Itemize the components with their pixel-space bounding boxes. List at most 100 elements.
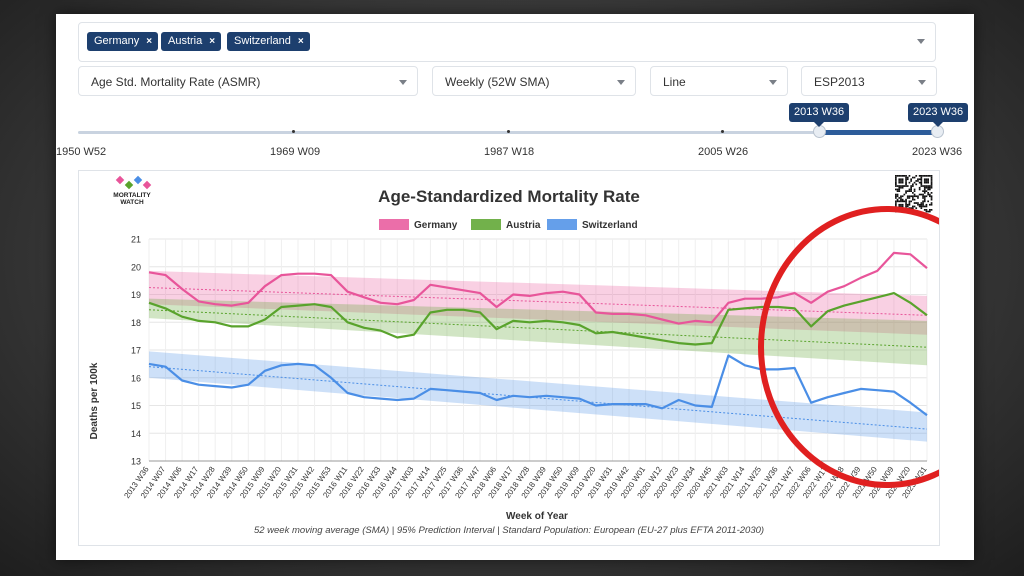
qr-module	[930, 195, 933, 198]
chip-label: Switzerland	[234, 35, 291, 47]
qr-module	[896, 200, 899, 203]
chart-title: Age-Standardized Mortality Rate	[378, 187, 640, 206]
legend-item-germany[interactable]: Germany	[379, 219, 458, 231]
series-line-switzerland[interactable]	[148, 354, 928, 417]
standard-population-select[interactable]: ESP2013	[801, 66, 937, 96]
app-panel: Germany × Austria × Switzerland × Age Std. …	[56, 14, 974, 560]
highlight-circle	[758, 206, 974, 488]
legend-label: Germany	[414, 220, 458, 231]
qr-module	[906, 197, 909, 199]
legend-item-switzerland[interactable]: Switzerland	[547, 219, 638, 231]
chip-austria[interactable]: Austria ×	[161, 32, 222, 51]
chevron-down-icon	[918, 80, 926, 85]
qr-module	[922, 202, 924, 204]
qr-module	[903, 200, 906, 203]
qr-module	[905, 181, 907, 184]
y-tick-label: 16	[131, 373, 141, 383]
qr-module	[923, 188, 926, 191]
qr-module	[913, 176, 916, 179]
qr-module	[917, 202, 919, 204]
qr-module	[920, 183, 923, 186]
qr-module	[930, 192, 933, 194]
qr-module	[910, 200, 912, 203]
qr-module	[923, 180, 926, 182]
qr-module	[903, 193, 906, 196]
qr-module	[898, 185, 901, 187]
qr-module	[898, 181, 901, 184]
qr-module	[927, 188, 929, 191]
qr-module	[929, 209, 931, 211]
qr-module	[901, 185, 904, 187]
qr-module	[908, 190, 911, 192]
qr-module	[918, 203, 921, 206]
qr-module	[930, 180, 933, 182]
period-select[interactable]: Weekly (52W SMA)	[432, 66, 636, 96]
qr-module	[917, 178, 919, 181]
qr-module	[925, 180, 928, 182]
qr-module	[898, 203, 901, 206]
y-axis: 13 14 15 16 17 18 19 20 21	[131, 235, 141, 467]
qr-module	[925, 181, 928, 184]
qr-module	[895, 195, 897, 198]
qr-module	[905, 185, 907, 187]
qr-module	[922, 190, 924, 192]
qr-module	[913, 181, 916, 184]
qr-module	[910, 207, 912, 209]
metric-select[interactable]: Age Std. Mortality Rate (ASMR)	[78, 66, 418, 96]
chip-remove-icon[interactable]: ×	[209, 36, 216, 47]
y-tick-label: 14	[131, 429, 141, 439]
legend-label: Austria	[506, 220, 541, 231]
qr-module	[920, 175, 923, 177]
y-tick-label: 18	[131, 318, 141, 328]
qr-module	[927, 192, 929, 194]
qr-module	[923, 181, 926, 184]
qr-module	[922, 195, 924, 198]
qr-module	[896, 198, 899, 201]
qr-module	[898, 180, 901, 182]
series-line-germany[interactable]	[148, 251, 928, 325]
qr-module	[913, 195, 916, 198]
qr-module	[912, 185, 914, 187]
qr-module	[898, 190, 901, 192]
date-range-slider-selection[interactable]	[820, 130, 938, 135]
qr-module	[895, 197, 897, 199]
qr-module	[905, 198, 907, 201]
chevron-down-icon	[399, 80, 407, 85]
qr-module	[895, 175, 897, 177]
x-axis-label: Week of Year	[506, 511, 568, 522]
qr-module	[896, 188, 899, 191]
qr-module	[900, 180, 902, 182]
qr-module	[895, 188, 897, 191]
qr-module	[895, 183, 897, 186]
qr-module	[929, 203, 931, 206]
qr-module	[927, 175, 929, 177]
legend-item-austria[interactable]: Austria	[471, 219, 541, 231]
country-multiselect[interactable]: Germany × Austria × Switzerland ×	[78, 22, 936, 62]
chart-type-select[interactable]: Line	[650, 66, 788, 96]
chip-switzerland[interactable]: Switzerland ×	[227, 32, 310, 51]
chip-germany[interactable]: Germany ×	[87, 32, 159, 51]
qr-module	[912, 198, 914, 201]
qr-module	[905, 200, 907, 203]
qr-module	[900, 198, 902, 201]
period-select-value: Weekly (52W SMA)	[445, 75, 550, 89]
chip-remove-icon[interactable]: ×	[297, 36, 304, 47]
slider-tick	[721, 130, 724, 133]
qr-module	[925, 209, 928, 211]
qr-module	[901, 186, 904, 189]
qr-module	[895, 181, 897, 184]
slider-label: 1969 W09	[270, 146, 321, 158]
qr-module	[930, 203, 933, 206]
slider-label: 2005 W26	[698, 146, 749, 158]
chevron-down-icon[interactable]	[917, 39, 925, 44]
qr-module	[900, 178, 902, 181]
qr-module	[920, 207, 923, 209]
logo-text-2: WATCH	[120, 199, 144, 206]
chip-remove-icon[interactable]: ×	[146, 36, 153, 47]
qr-module	[927, 181, 929, 184]
qr-module	[915, 207, 918, 209]
qr-module	[900, 203, 902, 206]
qr-module	[910, 180, 912, 182]
series-line-austria[interactable]	[148, 292, 928, 346]
qr-module	[905, 178, 907, 181]
